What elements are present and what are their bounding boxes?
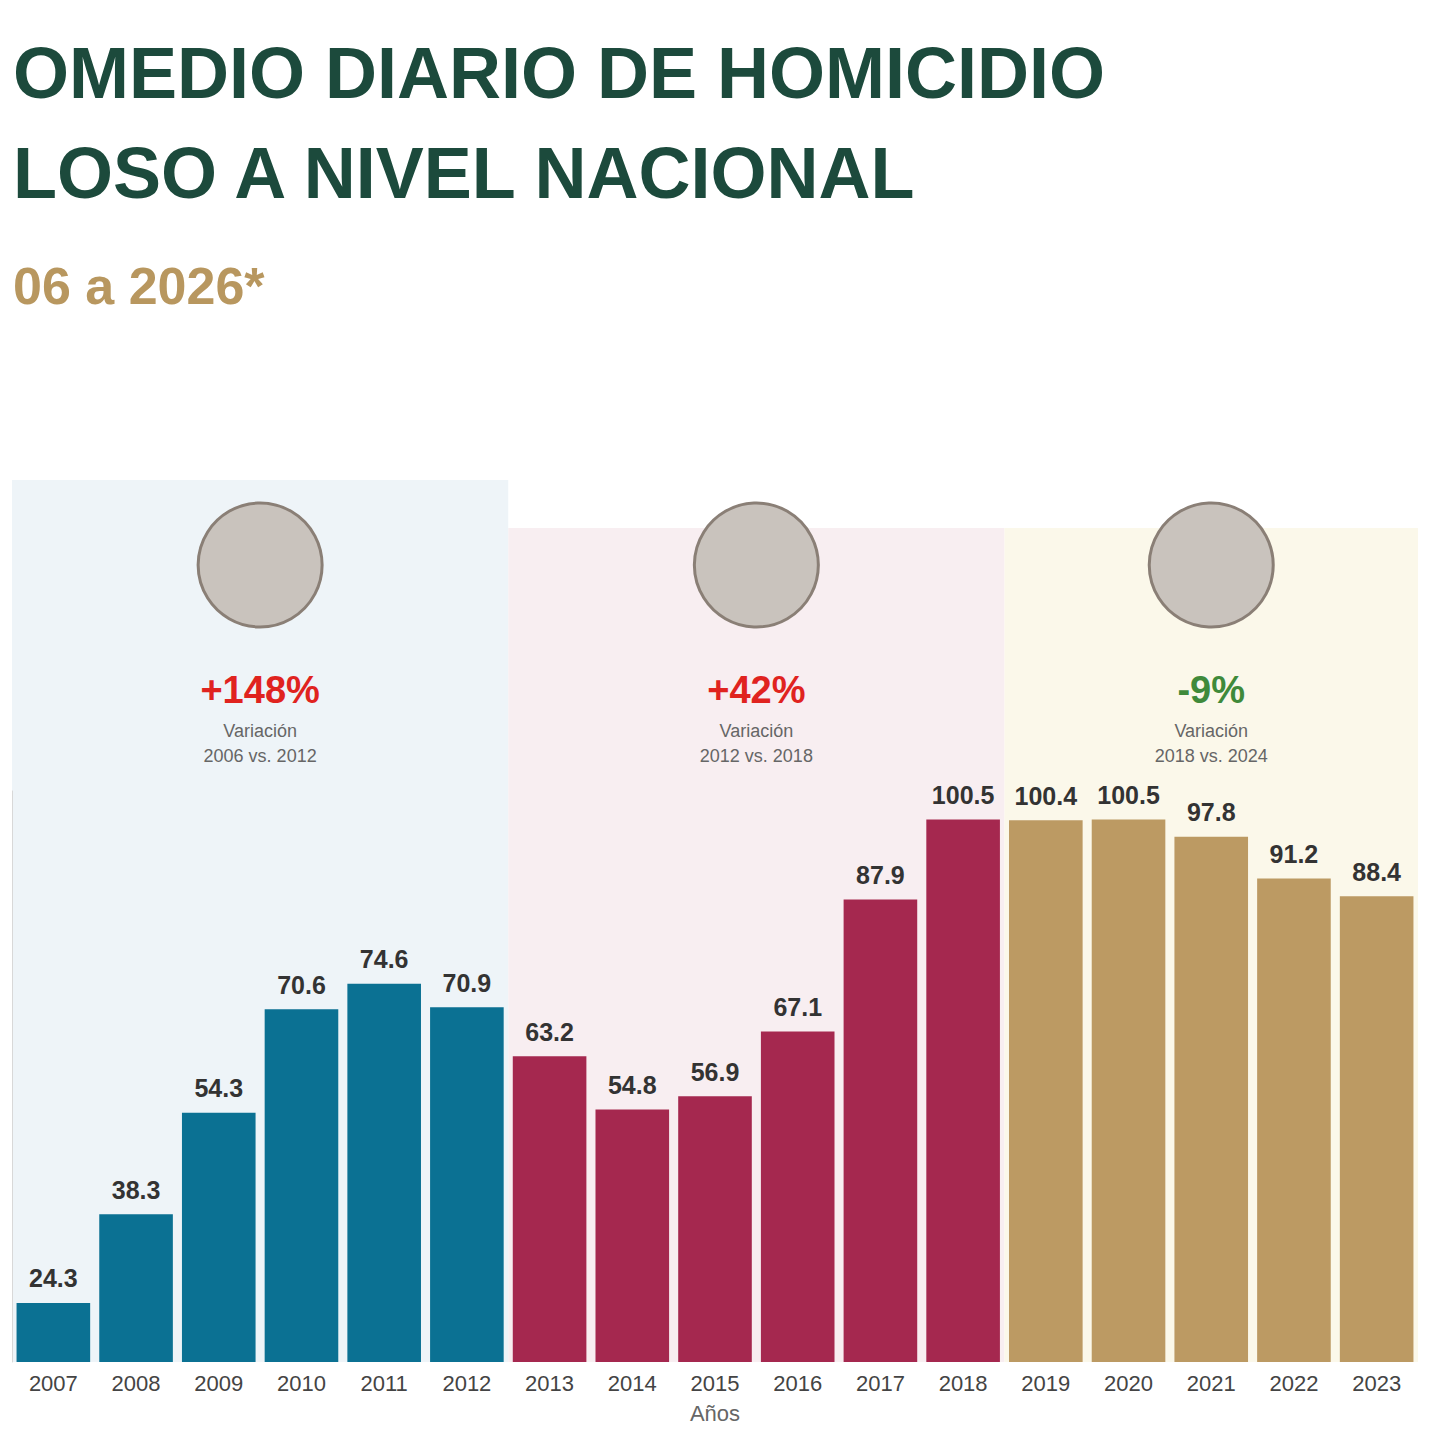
svg-text:100.5: 100.5 bbox=[1097, 781, 1160, 809]
svg-text:2018 vs. 2024: 2018 vs. 2024 bbox=[1155, 746, 1268, 766]
svg-text:2013: 2013 bbox=[525, 1371, 574, 1396]
svg-text:2007: 2007 bbox=[29, 1371, 78, 1396]
svg-text:38.3: 38.3 bbox=[112, 1176, 161, 1204]
svg-text:+42%: +42% bbox=[707, 669, 805, 711]
svg-text:67.1: 67.1 bbox=[773, 993, 822, 1021]
svg-text:2006 vs. 2012: 2006 vs. 2012 bbox=[204, 746, 317, 766]
svg-text:LOSO A NIVEL NACIONAL: LOSO A NIVEL NACIONAL bbox=[13, 133, 914, 213]
svg-text:+148%: +148% bbox=[200, 669, 319, 711]
svg-text:2019: 2019 bbox=[1021, 1371, 1070, 1396]
svg-text:2015: 2015 bbox=[691, 1371, 740, 1396]
svg-text:56.9: 56.9 bbox=[691, 1058, 740, 1086]
svg-text:54.8: 54.8 bbox=[608, 1071, 657, 1099]
svg-text:2011: 2011 bbox=[361, 1371, 408, 1396]
svg-text:2010: 2010 bbox=[277, 1371, 326, 1396]
svg-text:63.2: 63.2 bbox=[525, 1018, 574, 1046]
svg-text:87.9: 87.9 bbox=[856, 861, 905, 889]
svg-text:2022: 2022 bbox=[1269, 1371, 1318, 1396]
svg-text:Variación: Variación bbox=[1174, 721, 1248, 741]
svg-text:91.2: 91.2 bbox=[1270, 840, 1319, 868]
svg-text:97.8: 97.8 bbox=[1187, 798, 1236, 826]
svg-text:100.4: 100.4 bbox=[1015, 782, 1078, 810]
svg-text:2020: 2020 bbox=[1104, 1371, 1153, 1396]
svg-text:2012 vs. 2018: 2012 vs. 2018 bbox=[700, 746, 813, 766]
svg-text:2021: 2021 bbox=[1187, 1371, 1236, 1396]
svg-text:-9%: -9% bbox=[1177, 669, 1245, 711]
svg-text:2023: 2023 bbox=[1352, 1371, 1401, 1396]
svg-text:2016: 2016 bbox=[773, 1371, 822, 1396]
svg-text:54.3: 54.3 bbox=[194, 1074, 243, 1102]
svg-text:06 a 2026*: 06 a 2026* bbox=[13, 257, 265, 315]
svg-text:2017: 2017 bbox=[856, 1371, 905, 1396]
svg-text:74.6: 74.6 bbox=[360, 945, 409, 973]
svg-text:88.4: 88.4 bbox=[1352, 858, 1401, 886]
svg-text:Años: Años bbox=[690, 1401, 740, 1426]
svg-text:2012: 2012 bbox=[442, 1371, 491, 1396]
svg-text:2008: 2008 bbox=[112, 1371, 161, 1396]
svg-text:2014: 2014 bbox=[608, 1371, 657, 1396]
svg-text:24.3: 24.3 bbox=[29, 1264, 78, 1292]
svg-text:70.9: 70.9 bbox=[443, 969, 492, 997]
svg-text:70.6: 70.6 bbox=[277, 971, 326, 999]
svg-text:100.5: 100.5 bbox=[932, 781, 995, 809]
svg-text:Variación: Variación bbox=[223, 721, 297, 741]
svg-text:Variación: Variación bbox=[719, 721, 793, 741]
svg-text:2018: 2018 bbox=[939, 1371, 988, 1396]
svg-text:OMEDIO DIARIO DE HOMICIDIO: OMEDIO DIARIO DE HOMICIDIO bbox=[13, 33, 1105, 113]
svg-text:2009: 2009 bbox=[194, 1371, 243, 1396]
